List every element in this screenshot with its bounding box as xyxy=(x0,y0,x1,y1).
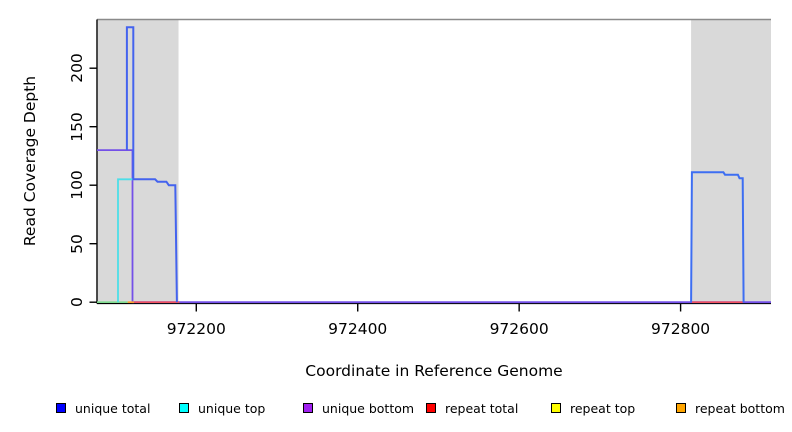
series-line-unique-total-left-block- xyxy=(125,26,178,303)
repeat-region-band xyxy=(691,19,771,303)
series-line-unique-top xyxy=(117,178,134,303)
x-tick-label: 972400 xyxy=(328,320,388,338)
legend-label: repeat total xyxy=(445,400,519,416)
y-tick-label: 100 xyxy=(68,170,86,200)
repeat-region-band xyxy=(97,19,179,303)
legend-swatch-icon xyxy=(303,403,313,413)
y-axis-title: Read Coverage Depth xyxy=(21,75,39,247)
legend-item-unique-bottom: unique bottom xyxy=(303,398,414,418)
legend-label: repeat bottom xyxy=(695,400,785,416)
legend-label: repeat top xyxy=(570,400,636,416)
legend-item-repeat-total: repeat total xyxy=(426,398,518,418)
series-line-unique-bottom xyxy=(97,149,771,304)
y-tick-label: 50 xyxy=(68,233,86,254)
y-tick-label: 0 xyxy=(68,297,86,308)
legend-item-unique-total: unique total xyxy=(56,398,150,418)
legend-label: unique total xyxy=(75,400,151,416)
y-tick-label: 200 xyxy=(68,53,86,83)
x-tick-label: 972600 xyxy=(489,320,549,338)
legend-swatch-icon xyxy=(551,403,561,413)
legend-swatch-icon xyxy=(179,403,189,413)
legend-swatch-icon xyxy=(426,403,436,413)
series-line-unique-total-right-block- xyxy=(690,171,745,303)
plot-canvas xyxy=(89,18,771,312)
legend-swatch-icon xyxy=(676,403,686,413)
x-axis-title: Coordinate in Reference Genome xyxy=(305,362,563,380)
legend-item-repeat-bottom: repeat bottom xyxy=(676,398,785,418)
x-tick-label: 972200 xyxy=(166,320,226,338)
legend-label: unique bottom xyxy=(322,400,415,416)
legend-swatch-icon xyxy=(56,403,66,413)
x-tick-label: 972800 xyxy=(651,320,711,338)
legend-label: unique top xyxy=(198,400,266,416)
legend-item-unique-top: unique top xyxy=(179,398,265,418)
y-tick-label: 150 xyxy=(68,111,86,142)
legend-item-repeat-top: repeat top xyxy=(551,398,635,418)
legend: unique total unique top unique bottom repea… xyxy=(0,398,792,420)
